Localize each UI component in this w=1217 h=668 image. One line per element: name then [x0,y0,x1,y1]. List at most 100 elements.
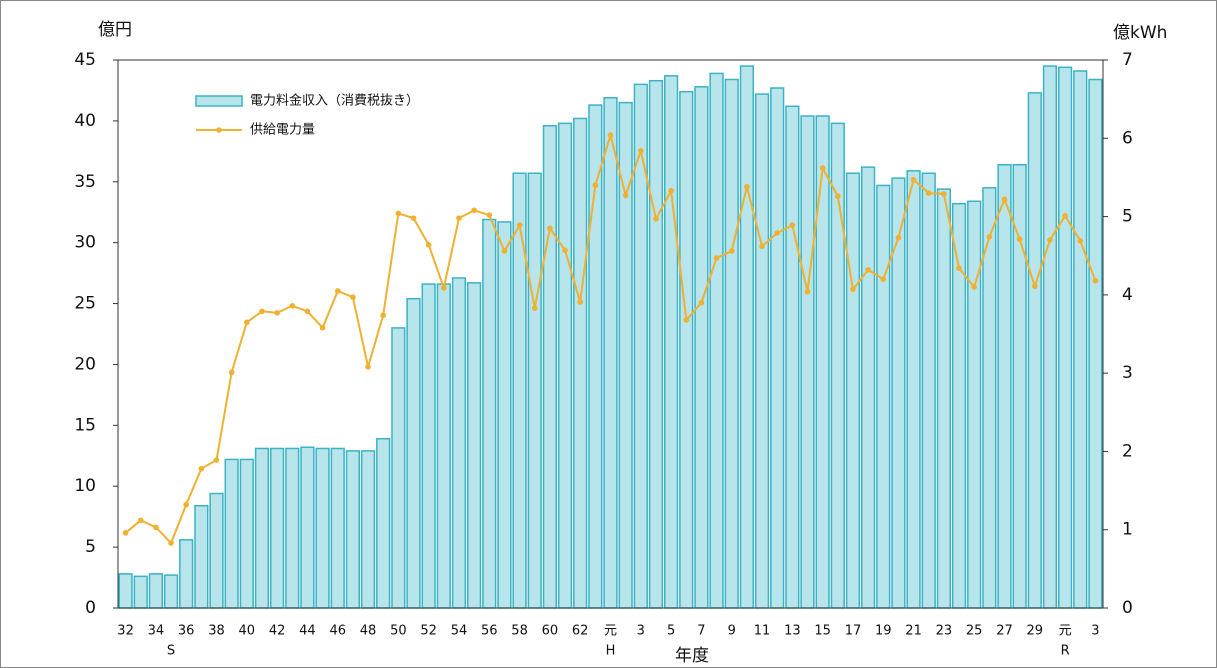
bar [1042,65,1058,609]
line-point [622,192,629,199]
y-tick-label: 40 [74,111,96,131]
line-point [244,319,250,326]
line-point [607,132,614,138]
bar [815,115,830,609]
bar [967,200,982,609]
bar [1088,78,1103,609]
line-point [380,312,386,319]
line-point [456,215,462,221]
line-point [425,241,432,248]
line-point [789,222,796,228]
line-point [441,285,447,291]
bar [209,492,224,609]
line-point [153,524,159,531]
x-tick-label: 17 [845,624,862,639]
bar [724,78,739,609]
x-tick-label: 元 [604,624,617,639]
line-point [516,222,523,228]
line-point [986,234,993,240]
bar [270,447,285,609]
x-tick-label: 44 [299,624,316,639]
bar [148,573,163,609]
x-tick-label: 58 [511,624,528,639]
bar [163,574,179,609]
x-tick-label: 34 [148,624,165,639]
y-tick-label: 35 [74,172,96,192]
x-tick-label: 15 [814,624,831,639]
x-tick-label: 50 [390,624,407,639]
bar [1058,66,1073,609]
x-tick-label: 38 [208,624,225,639]
x-tick-label: 62 [572,624,589,639]
x-tick-label: 元 [1059,624,1072,639]
line-point [713,255,720,261]
x-tick-label: 19 [875,624,892,639]
x-tick-label: 21 [905,624,922,639]
line-point [274,310,280,316]
bar [739,65,754,609]
line-point [334,288,341,294]
x-tick-label: 54 [451,624,468,639]
line-point [1077,238,1084,244]
bar [512,172,527,609]
bar [1073,70,1088,609]
bar [360,450,376,609]
line-point [850,286,856,293]
y2-tick-label: 7 [1122,50,1133,70]
line-point [819,165,826,171]
legend-swatch [195,95,243,107]
line-point [137,517,144,524]
y2-axis-title: 億kWh [1113,23,1167,43]
bar [118,573,133,609]
y2-tick-label: 1 [1122,520,1133,540]
line-point [410,215,417,221]
bar [709,72,724,609]
legend-label: 供給電力量 [250,123,315,138]
bar [239,458,254,609]
line-point [653,216,659,222]
line-point [865,267,871,273]
line-point [925,190,932,196]
line-point [350,294,356,301]
bar [436,283,451,609]
bar [876,184,891,609]
y2-tick-label: 2 [1122,441,1133,461]
y-tick-label: 15 [74,415,96,435]
line-point [592,182,599,189]
bar [603,97,618,609]
x-tick-label: 48 [360,624,377,639]
line-point [744,184,750,190]
bar [254,447,270,609]
x-tick-label: 25 [966,624,983,639]
bar [467,282,482,609]
bar [527,172,542,609]
bar [421,283,436,609]
x-tick-label: 11 [754,624,771,639]
line-point [289,303,296,309]
bar [315,447,330,609]
bar [861,166,876,609]
x-tick-label: 29 [1027,624,1044,639]
y-axis-title: 億円 [98,20,132,40]
bar [330,447,345,609]
x-tick-label: 60 [542,624,559,639]
bar [133,575,148,609]
line-point [577,299,583,305]
plot-border [117,59,1104,609]
line-point [122,530,129,536]
bar [406,297,421,609]
y2-tick-label: 6 [1122,128,1133,148]
bar [542,125,557,609]
y-tick-label: 30 [74,233,96,253]
bar [179,539,194,609]
line-point [228,369,235,376]
line-point [941,191,947,197]
x-tick-label: 52 [420,624,437,639]
x-tick-label: 46 [329,624,346,639]
bar [497,221,512,609]
bar [997,163,1012,609]
line-point [910,176,917,183]
line-point [1001,196,1008,203]
bar [921,172,936,609]
y-tick-label: 10 [74,476,96,496]
